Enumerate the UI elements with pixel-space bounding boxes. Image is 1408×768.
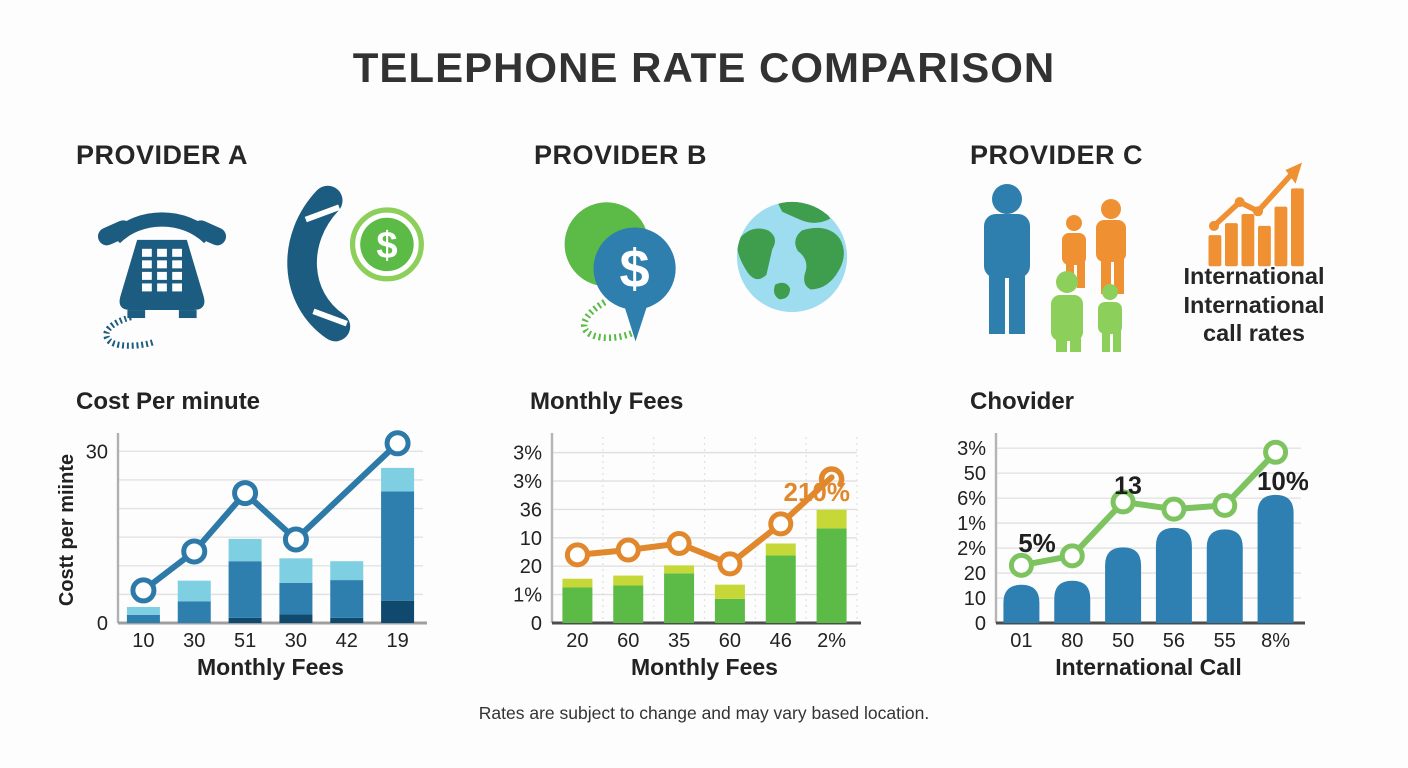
svg-text:1%: 1% — [513, 585, 542, 607]
dollar-sign-icon: $ — [376, 224, 397, 267]
svg-text:International Call: International Call — [1055, 654, 1242, 680]
arrow-up-icon — [1285, 162, 1302, 184]
svg-text:20: 20 — [566, 630, 588, 652]
chart-title-provider-c: Chovider — [970, 388, 1075, 415]
svg-text:50: 50 — [1112, 630, 1134, 652]
person-blue — [984, 184, 1030, 334]
svg-text:10: 10 — [132, 630, 154, 652]
svg-text:2%: 2% — [957, 538, 986, 560]
chart-title-cost-per-minute: Cost Per minute — [76, 388, 261, 415]
svg-text:56: 56 — [1163, 630, 1185, 652]
svg-text:0: 0 — [975, 613, 986, 635]
svg-text:10%: 10% — [1257, 466, 1308, 496]
svg-text:5%: 5% — [1018, 528, 1056, 558]
svg-text:3%: 3% — [957, 438, 986, 460]
svg-text:30: 30 — [183, 630, 205, 652]
svg-text:42: 42 — [336, 630, 358, 652]
international-call-rates-caption: International International call rates — [1183, 263, 1325, 347]
person-green-small — [1098, 284, 1122, 352]
globe-icon — [736, 201, 848, 313]
svg-text:1%: 1% — [957, 513, 986, 535]
telephone-icon — [97, 212, 227, 349]
svg-text:36: 36 — [520, 499, 542, 521]
svg-text:Costt per miinte: Costt per miinte — [58, 454, 78, 606]
svg-text:210%: 210% — [784, 477, 851, 507]
svg-text:2%: 2% — [817, 630, 846, 652]
provider-a-heading: PROVIDER A — [76, 140, 249, 170]
svg-text:30: 30 — [86, 441, 108, 463]
svg-text:0: 0 — [97, 613, 108, 635]
svg-text:19: 19 — [386, 630, 408, 652]
svg-text:35: 35 — [668, 630, 690, 652]
svg-text:46: 46 — [770, 630, 792, 652]
chart-monthly-fees: 3% 3% 36 10 20 1% 0 20 60 35 60 46 2% Monthly Fees 210… — [513, 433, 861, 680]
growth-chart-icon — [1208, 162, 1304, 267]
person-green-medium — [1051, 271, 1083, 352]
svg-text:55: 55 — [1214, 630, 1236, 652]
svg-text:80: 80 — [1061, 630, 1083, 652]
svg-text:10: 10 — [964, 588, 986, 610]
chart-international-call: 3% 50 6% 1% 2% 20 10 0 01 80 50 56 55 8% International… — [957, 433, 1308, 680]
svg-text:60: 60 — [719, 630, 741, 652]
svg-text:3%: 3% — [513, 471, 542, 493]
svg-text:51: 51 — [234, 630, 256, 652]
svg-text:0: 0 — [531, 613, 542, 635]
svg-text:Monthly Fees: Monthly Fees — [197, 654, 344, 680]
svg-text:20: 20 — [964, 563, 986, 585]
chart-cost-per-minute: 30 0 10 30 51 30 42 19 Costt per miinte Monthly F… — [58, 430, 427, 680]
svg-text:Monthly Fees: Monthly Fees — [631, 654, 778, 680]
svg-text:20: 20 — [520, 556, 542, 578]
provider-b-heading: PROVIDER B — [534, 140, 708, 170]
person-orange-medium — [1096, 199, 1126, 294]
svg-text:8%: 8% — [1261, 630, 1290, 652]
chart-title-monthly-fees: Monthly Fees — [530, 388, 684, 415]
dollar-sign-icon: $ — [620, 239, 650, 299]
svg-text:50: 50 — [964, 463, 986, 485]
person-orange-small — [1062, 215, 1086, 288]
svg-text:10: 10 — [520, 528, 542, 550]
phone-cord — [103, 314, 155, 349]
svg-text:30: 30 — [285, 630, 307, 652]
disclaimer-text: Rates are subject to change and may vary… — [478, 703, 930, 723]
handset-dollar-coin-icon: $ — [287, 185, 424, 342]
svg-text:6%: 6% — [957, 488, 986, 510]
provider-c-heading: PROVIDER C — [970, 140, 1144, 170]
people-group-icon — [984, 184, 1126, 352]
phone-cord — [580, 299, 640, 342]
phone-bubble-dollar-icon: $ — [564, 202, 676, 342]
page-title: TELEPHONE RATE COMPARISON — [352, 44, 1056, 91]
svg-text:3%: 3% — [513, 443, 542, 465]
svg-text:13: 13 — [1114, 472, 1142, 500]
svg-text:60: 60 — [617, 630, 639, 652]
svg-text:01: 01 — [1010, 630, 1032, 652]
